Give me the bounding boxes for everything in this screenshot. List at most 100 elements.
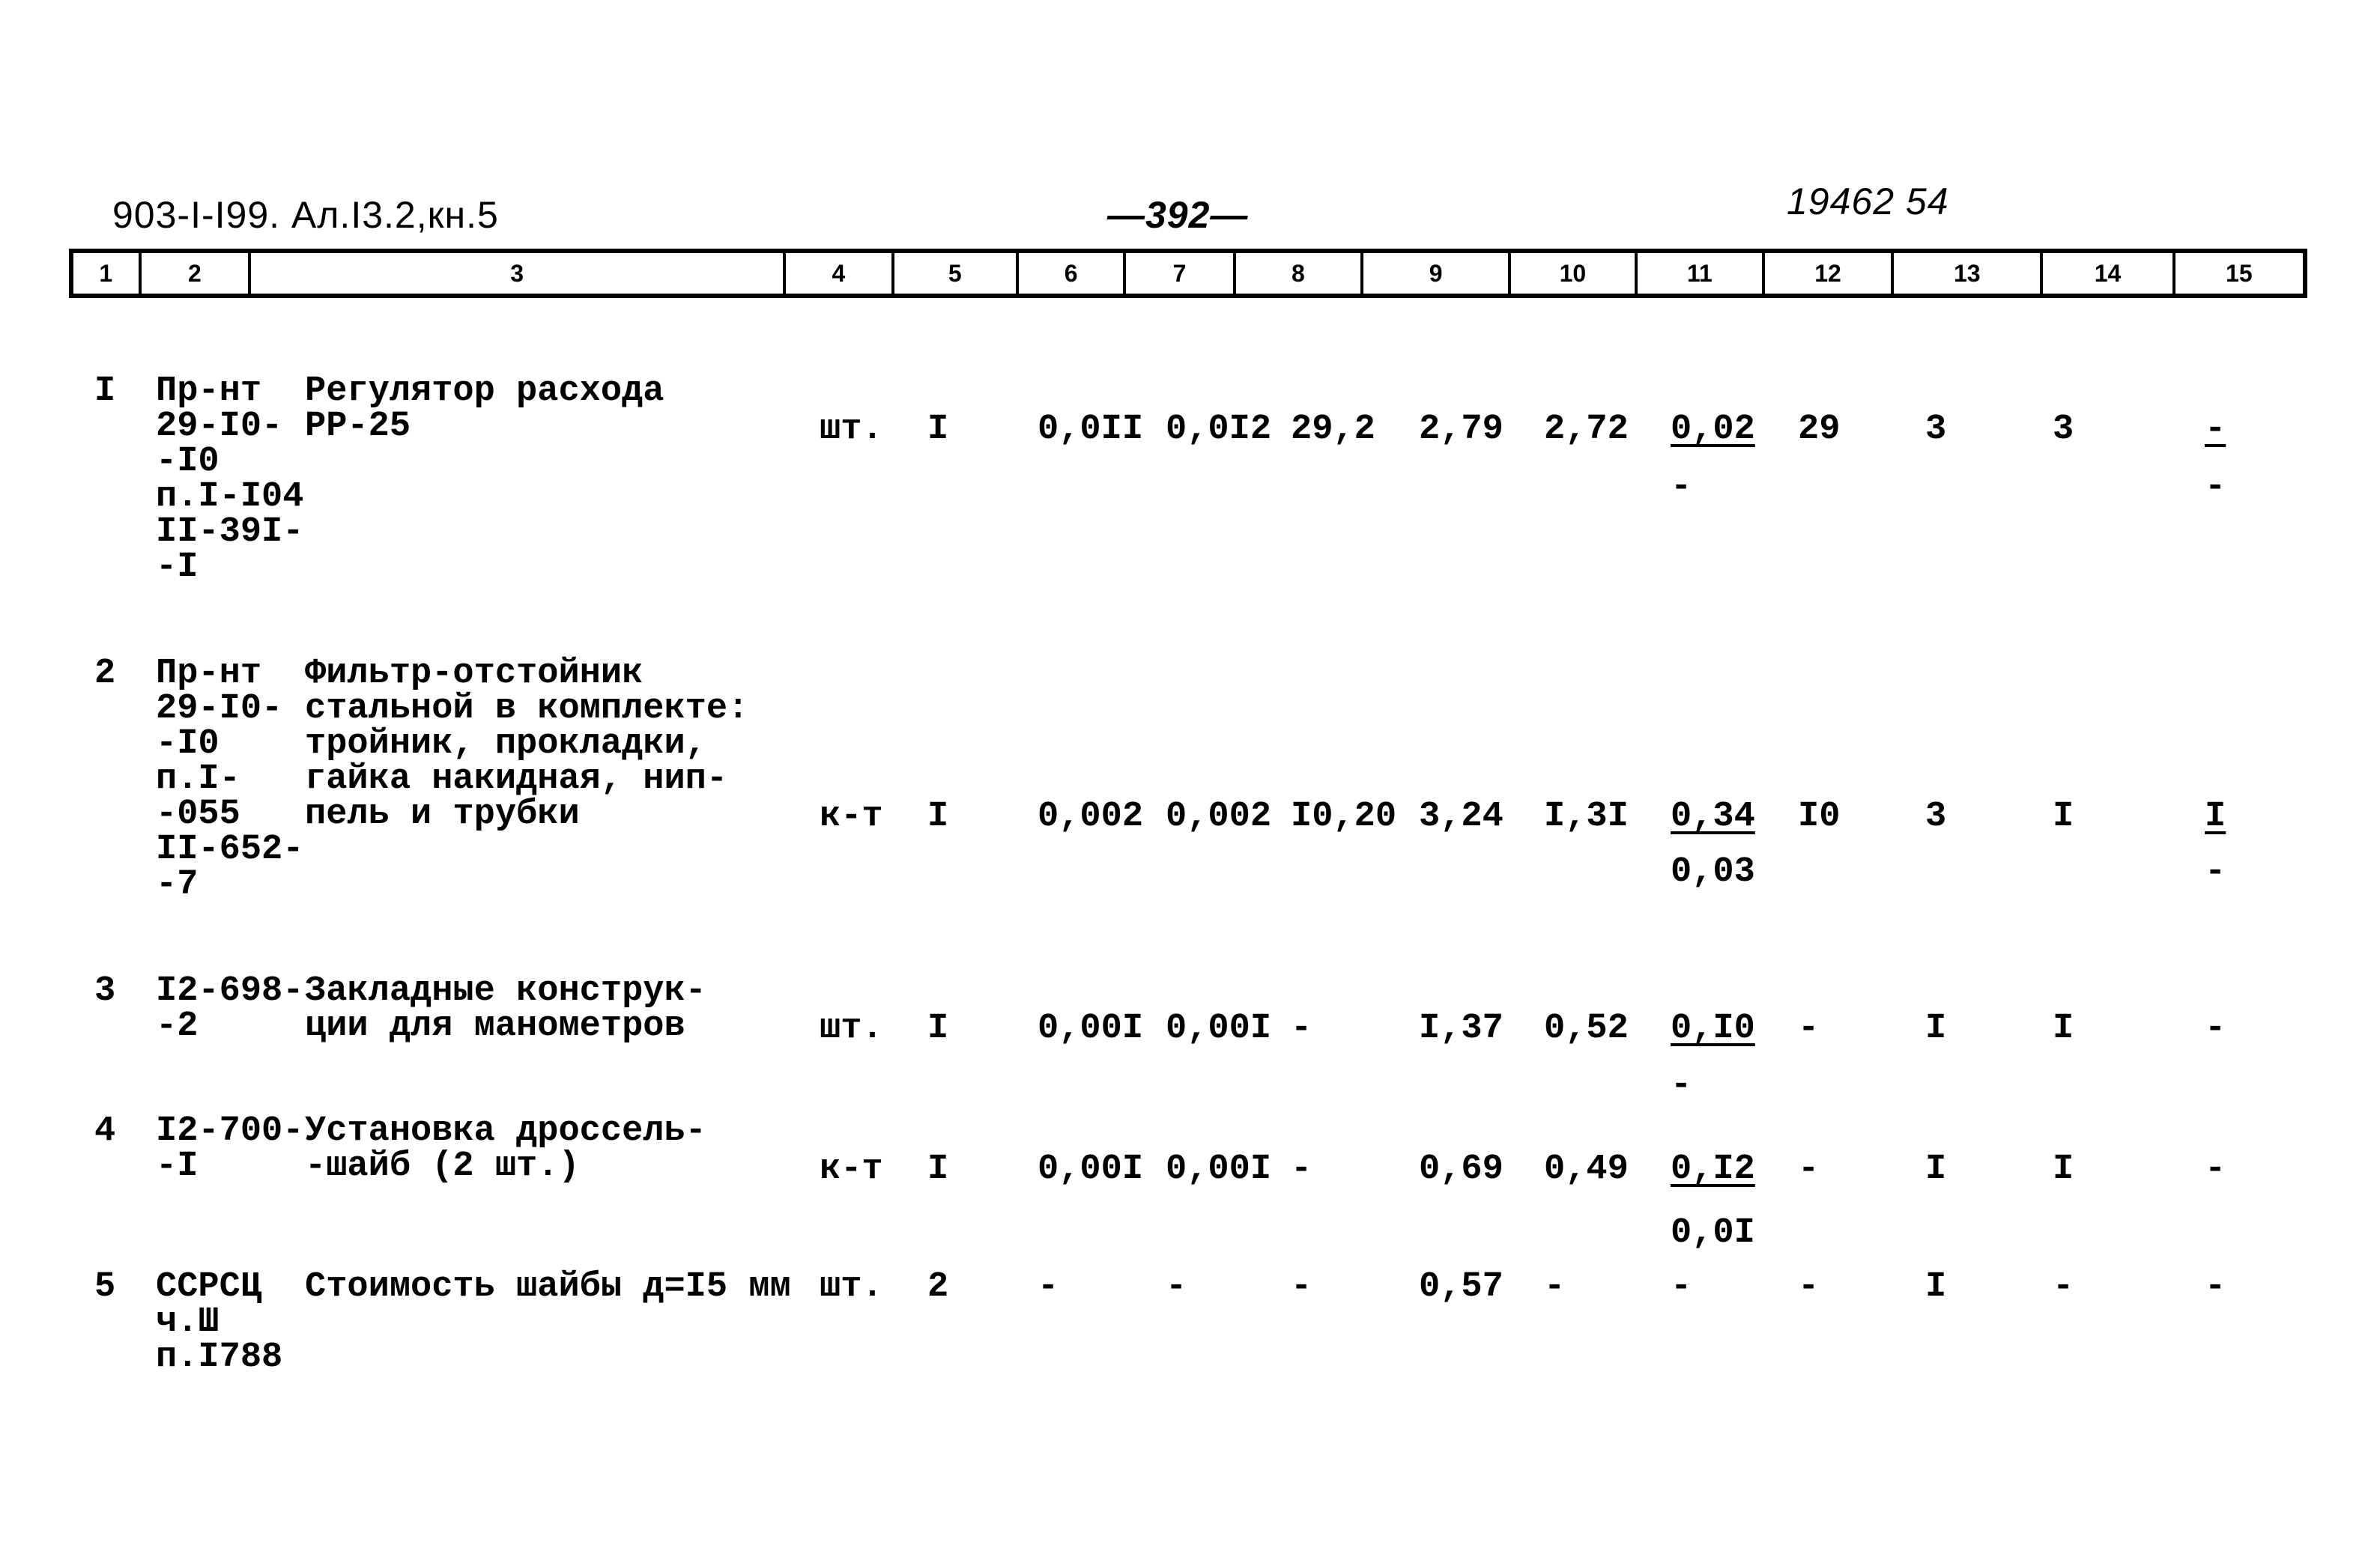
cell-col-c8: -	[1291, 1150, 1312, 1189]
item-name-line: тройник, прокладки,	[305, 724, 706, 764]
reference-code-line: п.I-	[156, 759, 240, 799]
cell-col-unit: шт.	[820, 410, 883, 449]
cell-col-c8: I0,20	[1291, 797, 1397, 837]
cell-col-c12: -	[1798, 1267, 1820, 1307]
cell-col-c5: I	[927, 1009, 949, 1048]
item-name-line: ции для манометров	[305, 1007, 685, 1046]
cell-col-c13: I	[1925, 1009, 1947, 1048]
cell-col-c5: 2	[927, 1267, 949, 1307]
cell-col-11-numerator: 0,I0	[1671, 1009, 1755, 1048]
cell-col-c14: 3	[2053, 410, 2074, 449]
cell-col-11-numerator: -	[1671, 1267, 1692, 1307]
cell-col-c9: 0,57	[1419, 1267, 1504, 1307]
reference-code-line: Пр-нт	[156, 371, 262, 411]
row-number: 3	[94, 971, 116, 1011]
column-header-6: 6	[1019, 253, 1127, 294]
cell-col-c14: -	[2053, 1267, 2074, 1307]
reference-code-line: Пр-нт	[156, 654, 262, 693]
cell-col-c12: I0	[1798, 797, 1841, 837]
column-header-15: 15	[2226, 259, 2253, 287]
document-code: 903-I-I99. Ал.I3.2,кн.5	[112, 194, 499, 236]
reference-code-line: ССРСЦ	[156, 1267, 262, 1307]
cell-col-c14: I	[2053, 797, 2074, 837]
reference-code-line: -2	[156, 1007, 199, 1046]
column-header-1: 1	[73, 253, 142, 294]
cell-col-c13: 3	[1925, 797, 1947, 837]
item-name-line: гайка накидная, нип-	[305, 759, 728, 799]
cell-col-11-denominator: -	[1671, 1066, 1692, 1105]
cell-col-15-denominator: -	[2205, 467, 2226, 507]
reference-code-line: -I0	[156, 724, 219, 764]
reference-code-line: -7	[156, 865, 199, 905]
cell-col-15-numerator: -	[2205, 1267, 2226, 1307]
cell-col-11-numerator: 0,02	[1671, 410, 1755, 449]
reference-code-line: II-652-	[156, 830, 304, 869]
reference-code-line: II-39I-	[156, 512, 304, 552]
cell-col-c12: 29	[1798, 410, 1841, 449]
cell-col-c9: 2,79	[1419, 410, 1504, 449]
column-number-header: 1 2 3 4 5 6 7 8 9 10 11 12 13 14 15	[69, 249, 2307, 298]
cell-col-c13: I	[1925, 1150, 1947, 1189]
cell-col-15-numerator: -	[2205, 410, 2226, 449]
column-header-14: 14	[2043, 253, 2175, 294]
cell-col-15-numerator: -	[2205, 1009, 2226, 1048]
cell-col-11-numerator: 0,34	[1671, 797, 1755, 837]
cell-col-c9: 0,69	[1419, 1150, 1504, 1189]
cell-col-unit: к-т	[820, 1150, 883, 1189]
cell-col-c5: I	[927, 797, 949, 837]
cell-col-c6: -	[1038, 1267, 1059, 1307]
reference-code-line: п.I-I04	[156, 477, 304, 517]
column-header-8: 8	[1236, 253, 1364, 294]
column-header-3: 3	[251, 253, 787, 294]
reference-code-line: -055	[156, 795, 240, 834]
cell-col-c5: I	[927, 410, 949, 449]
cell-col-15-denominator: -	[2205, 852, 2226, 892]
cell-col-c14: I	[2053, 1150, 2074, 1189]
row-number: 4	[94, 1111, 116, 1151]
cell-col-c7: 0,002	[1166, 797, 1272, 837]
row-number: 2	[94, 654, 116, 693]
item-name-line: Регулятор расхода	[305, 371, 664, 411]
item-name-line: Стоимость шайбы д=I5 мм	[305, 1267, 791, 1307]
column-header-2: 2	[142, 253, 252, 294]
cell-col-c10: 0,52	[1544, 1009, 1629, 1048]
item-name-line: Установка дроссель-	[305, 1111, 706, 1151]
cell-col-c9: I,37	[1419, 1009, 1504, 1048]
item-name-line: -шайб (2 шт.)	[305, 1147, 580, 1186]
cell-col-c7: 0,00I	[1166, 1150, 1272, 1189]
column-header-10: 10	[1511, 253, 1638, 294]
column-header-4: 4	[786, 253, 894, 294]
cell-col-c6: 0,002	[1038, 797, 1144, 837]
cell-col-c13: I	[1925, 1267, 1947, 1307]
cell-col-11-denominator: -	[1671, 467, 1692, 507]
reference-code-line: -I0	[156, 442, 219, 482]
reference-code-line: I2-698-	[156, 971, 304, 1011]
cell-col-c8: 29,2	[1291, 410, 1375, 449]
cell-col-c9: 3,24	[1419, 797, 1504, 837]
column-header-11: 11	[1638, 253, 1765, 294]
column-header-12: 12	[1765, 253, 1895, 294]
cell-col-11-numerator: 0,I2	[1671, 1150, 1755, 1189]
item-name-line: РР-25	[305, 407, 411, 446]
cell-col-c10: I,3I	[1544, 797, 1629, 837]
page-number: —392—	[1107, 194, 1249, 236]
column-header-13: 13	[1894, 253, 2044, 294]
cell-col-unit: шт.	[820, 1009, 883, 1048]
cell-col-c12: -	[1798, 1150, 1820, 1189]
reference-code-line: -I	[156, 547, 199, 587]
cell-col-15-numerator: I	[2205, 797, 2226, 837]
item-name-line: стальной в комплекте:	[305, 689, 749, 729]
cell-col-c8: -	[1291, 1267, 1312, 1307]
cell-col-c14: I	[2053, 1009, 2074, 1048]
cell-col-11-denominator: 0,03	[1671, 852, 1755, 892]
item-name-line: Закладные конструк-	[305, 971, 706, 1011]
row-number: 5	[94, 1267, 116, 1307]
cell-col-c10: -	[1544, 1267, 1566, 1307]
cell-col-15-numerator: -	[2205, 1150, 2226, 1189]
cell-col-c7: -	[1166, 1267, 1187, 1307]
cell-col-c7: 0,00I	[1166, 1009, 1272, 1048]
archive-stamp: 19462 54	[1787, 180, 1949, 222]
cell-col-c6: 0,00I	[1038, 1150, 1144, 1189]
reference-code-line: ч.Ш	[156, 1302, 219, 1342]
column-header-9: 9	[1363, 253, 1512, 294]
